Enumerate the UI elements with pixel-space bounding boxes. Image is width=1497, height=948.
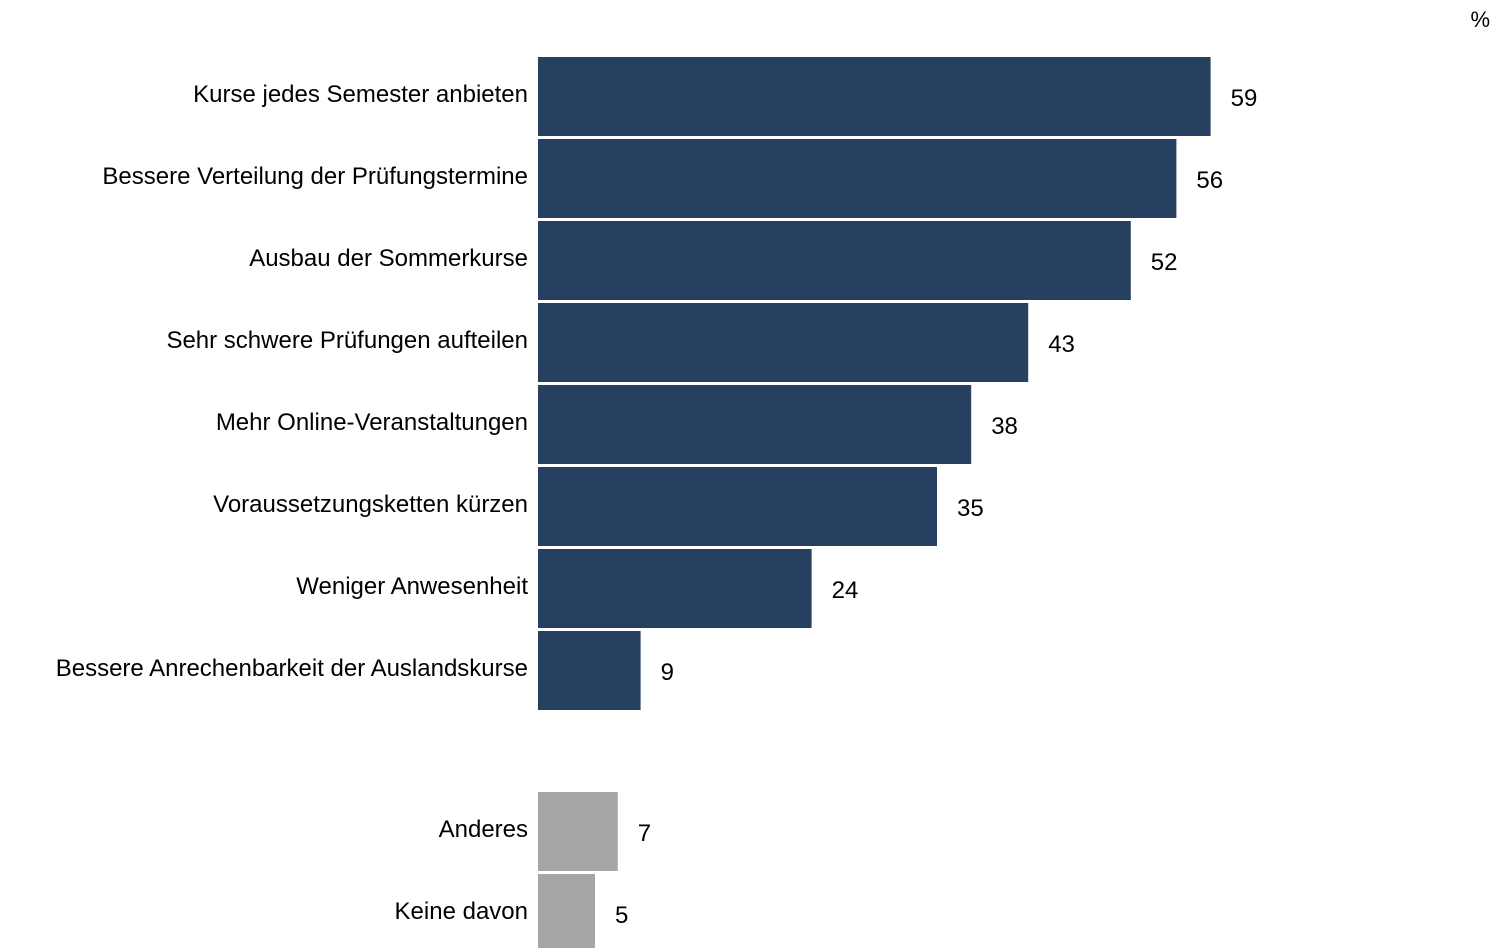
- category-label: Kurse jedes Semester anbieten: [193, 81, 528, 108]
- bar: [538, 467, 937, 546]
- bar: [538, 139, 1177, 218]
- bar: [538, 221, 1131, 300]
- bar: [538, 792, 618, 871]
- category-label: Mehr Online-Veranstaltungen: [216, 409, 528, 436]
- value-label: 52: [1151, 249, 1178, 276]
- category-label: Bessere Verteilung der Prüfungstermine: [102, 163, 528, 190]
- bar: [538, 303, 1029, 382]
- category-label: Anderes: [439, 816, 528, 843]
- category-label: Ausbau der Sommerkurse: [249, 245, 528, 272]
- value-labels-group: 59 56 52 43 38 35 24 9 7 5: [615, 85, 1257, 929]
- category-label: Sehr schwere Prüfungen aufteilen: [166, 327, 528, 354]
- value-label: 35: [957, 495, 984, 522]
- category-label: Bessere Anrechenbarkeit der Auslandskurs…: [56, 655, 528, 682]
- value-label: 38: [991, 413, 1018, 440]
- value-label: 9: [661, 659, 674, 686]
- value-label: 7: [638, 820, 651, 847]
- value-label: 43: [1048, 331, 1075, 358]
- bar: [538, 57, 1211, 136]
- bar: [538, 874, 595, 948]
- value-label: 5: [615, 902, 628, 929]
- category-labels-group: Kurse jedes Semester anbieten Bessere Ver…: [56, 81, 529, 925]
- category-label: Weniger Anwesenheit: [296, 573, 528, 600]
- value-label: 24: [832, 577, 859, 604]
- category-label: Voraussetzungsketten kürzen: [213, 491, 528, 518]
- bar: [538, 631, 641, 710]
- value-label: 56: [1196, 167, 1223, 194]
- bar: [538, 549, 812, 628]
- category-label: Keine davon: [395, 898, 528, 925]
- unit-label: %: [1470, 7, 1490, 32]
- bar: [538, 385, 972, 464]
- bars-group: [538, 57, 1211, 948]
- value-label: 59: [1231, 85, 1258, 112]
